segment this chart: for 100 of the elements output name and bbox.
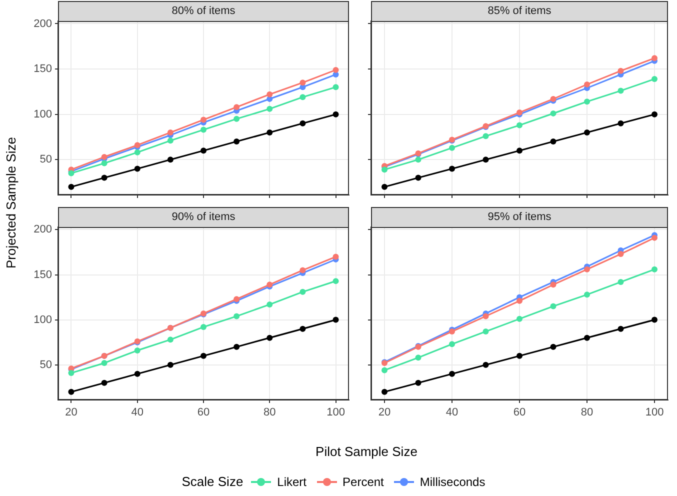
- point: [550, 303, 556, 310]
- point: [618, 251, 624, 258]
- legend-label: Milliseconds: [420, 474, 486, 488]
- point: [382, 184, 388, 190]
- point: [618, 88, 624, 94]
- point: [652, 55, 658, 62]
- point: [134, 370, 140, 377]
- point: [584, 334, 590, 341]
- y-tick-label: 100: [34, 108, 52, 120]
- point: [618, 68, 624, 74]
- point: [550, 110, 556, 116]
- point: [516, 316, 522, 322]
- point: [584, 98, 590, 105]
- point: [415, 354, 422, 361]
- x-axis-title: Pilot Sample Size: [314, 444, 418, 459]
- point: [234, 116, 240, 122]
- point: [266, 301, 273, 308]
- point: [234, 138, 240, 145]
- point: [200, 126, 206, 133]
- x-tick-label: 40: [131, 406, 144, 419]
- y-tick-label: 50: [40, 154, 52, 166]
- legend-label: Percent: [342, 474, 384, 488]
- point: [550, 344, 556, 350]
- point: [134, 166, 140, 172]
- point: [200, 352, 206, 359]
- point: [134, 347, 140, 354]
- point: [234, 313, 240, 320]
- y-axis-title: Projected Sample Size: [4, 136, 18, 268]
- chart-title: 80% of items: [172, 5, 236, 18]
- x-tick-label: 20: [65, 406, 78, 419]
- point: [101, 160, 108, 166]
- point: [234, 344, 240, 350]
- point: [482, 328, 489, 335]
- point: [415, 156, 422, 163]
- point: [584, 266, 590, 272]
- x-tick-label: 80: [580, 406, 594, 419]
- point: [618, 278, 624, 285]
- point: [652, 266, 658, 272]
- point: [618, 326, 624, 332]
- point: [300, 267, 306, 274]
- point: [200, 116, 206, 123]
- point: [382, 367, 388, 374]
- point: [618, 120, 624, 126]
- point: [550, 282, 556, 288]
- point: [332, 111, 339, 118]
- point: [167, 156, 174, 163]
- y-tick-label: 200: [34, 18, 52, 30]
- point: [300, 120, 306, 126]
- point: [68, 388, 74, 395]
- point: [101, 174, 108, 181]
- point: [516, 298, 522, 304]
- y-tick-label: 100: [34, 314, 52, 326]
- point: [266, 106, 273, 112]
- point: [482, 313, 489, 320]
- point: [516, 148, 522, 154]
- point: [584, 81, 590, 88]
- point: [134, 149, 140, 156]
- y-tick-label: 150: [34, 63, 52, 76]
- y-tick-label: 200: [34, 224, 52, 236]
- point: [300, 288, 306, 295]
- point: [482, 362, 489, 368]
- point: [516, 122, 522, 128]
- point: [266, 91, 273, 98]
- point: [449, 166, 455, 172]
- legend-title: Scale Size: [182, 474, 244, 489]
- point: [415, 174, 422, 181]
- point: [200, 324, 206, 330]
- point: [332, 254, 339, 260]
- point: [550, 138, 556, 145]
- point: [652, 76, 658, 82]
- point: [332, 66, 339, 73]
- x-tick-label: 20: [378, 406, 391, 419]
- point: [300, 326, 306, 332]
- y-tick-label: 50: [40, 358, 52, 371]
- point: [584, 129, 590, 136]
- point: [449, 341, 455, 348]
- point: [200, 148, 206, 154]
- point: [167, 336, 174, 343]
- legend-label: Likert: [277, 474, 307, 488]
- point: [266, 129, 273, 136]
- point: [652, 234, 658, 241]
- point: [382, 166, 388, 173]
- point: [68, 370, 74, 376]
- point: [234, 104, 240, 110]
- point: [415, 380, 422, 386]
- point: [332, 84, 339, 90]
- point: [332, 278, 339, 284]
- point: [101, 380, 108, 386]
- point: [300, 94, 306, 100]
- point: [449, 144, 455, 151]
- point: [68, 184, 74, 190]
- point: [300, 80, 306, 86]
- point: [167, 138, 174, 144]
- x-tick-label: 100: [645, 406, 664, 419]
- point: [482, 156, 489, 163]
- point: [652, 316, 658, 323]
- point: [516, 352, 522, 359]
- chart-title: 95% of items: [488, 211, 552, 224]
- point: [167, 129, 174, 136]
- point: [167, 362, 174, 368]
